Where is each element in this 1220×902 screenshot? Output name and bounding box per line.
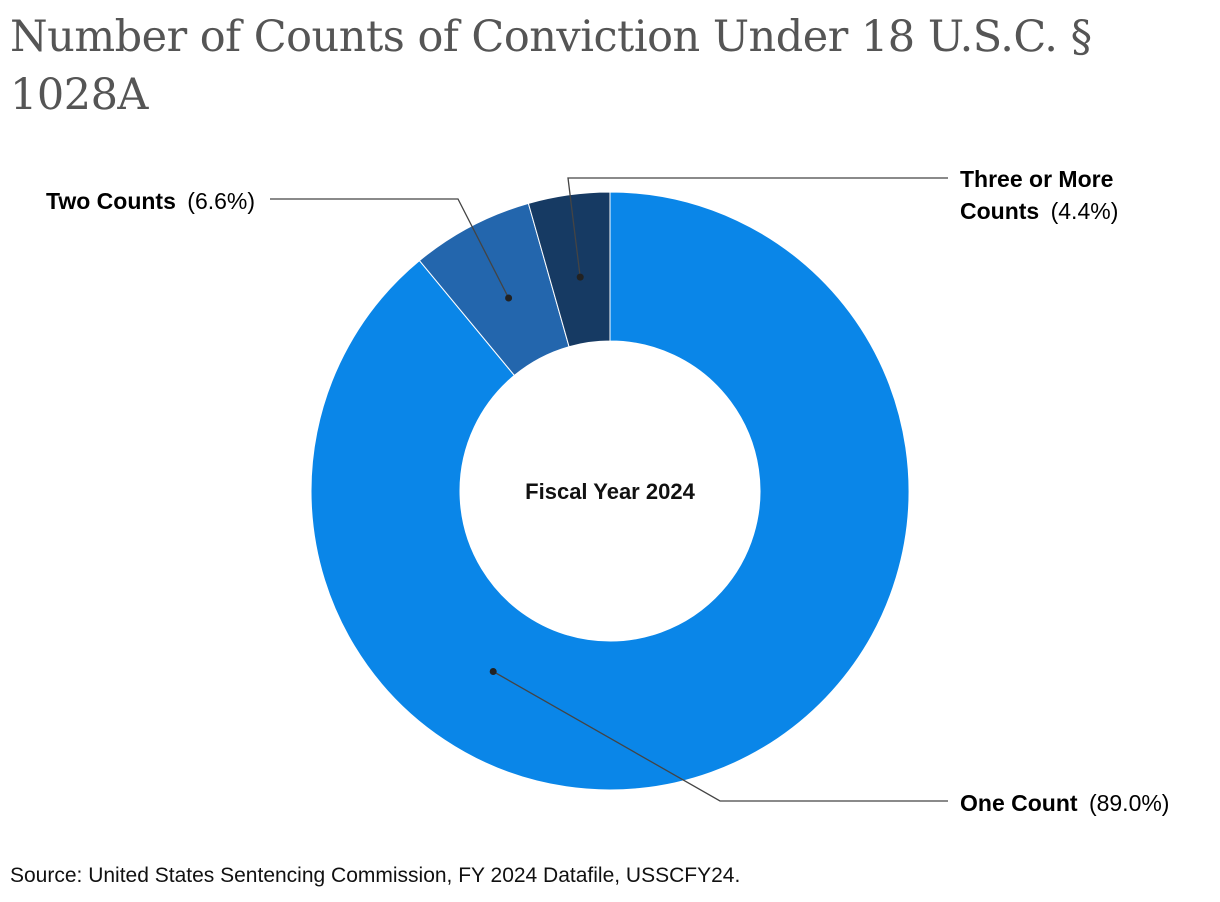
leader-one-count: [492, 670, 948, 802]
leader-two-counts-dot: [505, 294, 513, 302]
leader-one-count-dot: [489, 668, 497, 675]
label-two-counts-name: Two Counts: [46, 188, 176, 214]
source-note: Source: United States Sentencing Commiss…: [10, 864, 741, 887]
label-three-or-more-value: (4.4%): [1051, 198, 1119, 224]
center-label: Fiscal Year 2024: [525, 479, 695, 504]
label-one-count-name: One Count: [960, 790, 1078, 816]
label-one-count-value: (89.0%): [1089, 790, 1170, 816]
chart-title: Number of Counts of Conviction Under 18 …: [10, 12, 1092, 120]
label-three-or-more-line2: Counts: [960, 198, 1039, 224]
label-two-counts: Two Counts (6.6%): [46, 188, 255, 214]
leader-three-or-more-counts: [567, 177, 948, 278]
slices-layer: [310, 191, 910, 791]
label-three-or-more-line1: Three or More: [960, 166, 1113, 192]
slice-one-count: [310, 191, 910, 791]
label-three-or-more-counts-line2: Counts (4.4%): [960, 198, 1118, 224]
label-three-or-more-counts: Three or More: [960, 166, 1113, 192]
leader-two-counts: [270, 198, 510, 299]
leader-three-or-more-counts-dot: [576, 273, 584, 281]
leader-lines-layer: [270, 177, 948, 802]
slice-three-or-more-counts: [527, 191, 611, 348]
label-two-counts-value: (6.6%): [187, 188, 255, 214]
label-one-count: One Count (89.0%): [960, 790, 1169, 816]
